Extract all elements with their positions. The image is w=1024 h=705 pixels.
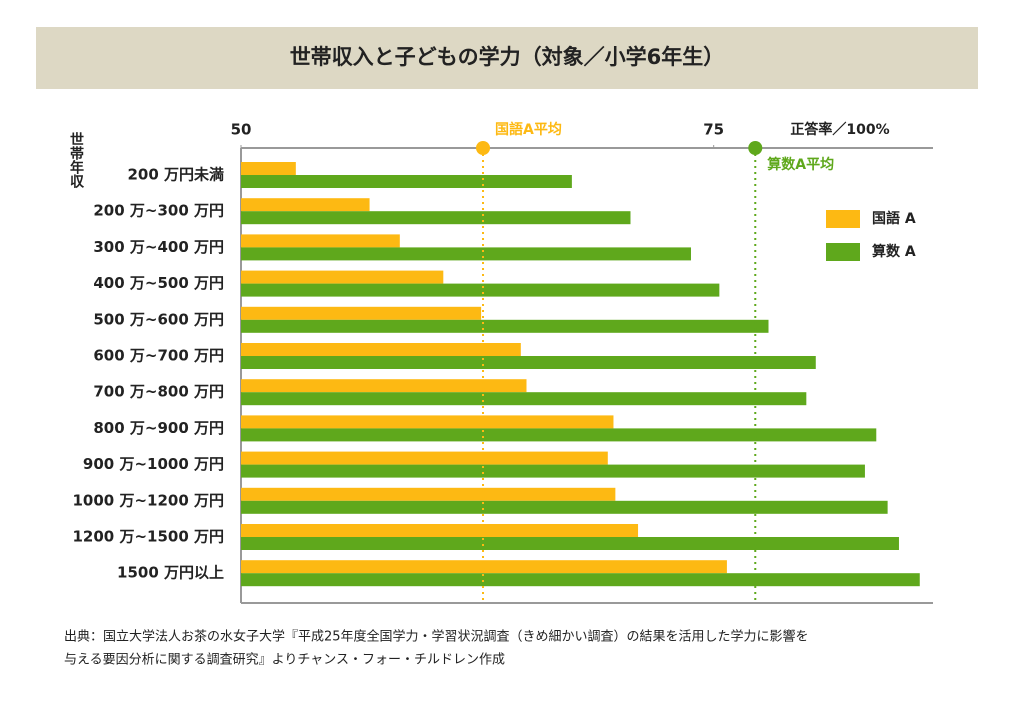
bar <box>241 500 888 514</box>
bar <box>241 211 631 225</box>
bar <box>241 415 614 429</box>
bar <box>241 270 444 284</box>
bar <box>241 451 608 465</box>
x-tick-label: 50 <box>231 121 252 139</box>
y-tick-label: 200 万円未満 <box>127 166 224 184</box>
y-axis-label: 世帯年収 <box>68 131 84 189</box>
bar <box>241 306 482 320</box>
y-tick-label: 1500 万円以上 <box>117 564 224 582</box>
bar <box>241 356 816 369</box>
chart-title: 世帯収入と子どもの学力（対象／小学6年生） <box>290 45 725 69</box>
legend-label: 国語 A <box>872 210 916 227</box>
bar <box>241 175 572 188</box>
bar <box>241 464 865 478</box>
bar <box>241 428 877 442</box>
y-tick-label: 500 万~600 万円 <box>93 310 224 328</box>
bar <box>241 392 807 406</box>
legend-swatch <box>826 243 860 261</box>
y-tick-label: 600 万~700 万円 <box>93 347 224 365</box>
reference-marker <box>476 141 491 155</box>
source-note: 与える要因分析に関する調査研究』よりチャンス・フォー・チルドレン作成 <box>64 653 505 668</box>
y-tick-label: 900 万~1000 万円 <box>83 455 224 473</box>
bar <box>241 247 691 261</box>
bar <box>241 319 769 333</box>
y-tick-label: 200 万~300 万円 <box>93 202 224 220</box>
reference-label: 算数A平均 <box>767 156 834 173</box>
y-tick-label: 1200 万~1500 万円 <box>72 528 224 546</box>
y-tick-label: 300 万~400 万円 <box>93 238 224 256</box>
bar <box>241 234 400 248</box>
bar <box>241 573 920 587</box>
title-banner <box>36 27 978 89</box>
bar <box>241 379 527 393</box>
y-tick-label: 400 万~500 万円 <box>93 274 224 292</box>
bar <box>241 343 521 356</box>
bar <box>241 560 727 574</box>
bar <box>241 487 616 501</box>
bar <box>241 198 370 212</box>
y-tick-label: 800 万~900 万円 <box>93 419 224 437</box>
y-tick-label: 1000 万~1200 万円 <box>72 491 224 509</box>
y-tick-label: 700 万~800 万円 <box>93 383 224 401</box>
bar <box>241 524 639 537</box>
legend-label: 算数 A <box>872 243 916 260</box>
reference-marker <box>748 141 763 155</box>
x-tick-label: 75 <box>703 121 724 139</box>
reference-label: 国語A平均 <box>495 121 562 138</box>
bar <box>241 162 296 175</box>
legend-swatch <box>826 210 860 228</box>
bar <box>241 283 720 297</box>
bar <box>241 537 899 550</box>
x-axis-label: 正答率／100% <box>790 121 889 138</box>
source-note: 出典：国立大学法人お茶の水女子大学『平成25年度全国学力・学習状況調査（きめ細か… <box>64 629 809 645</box>
